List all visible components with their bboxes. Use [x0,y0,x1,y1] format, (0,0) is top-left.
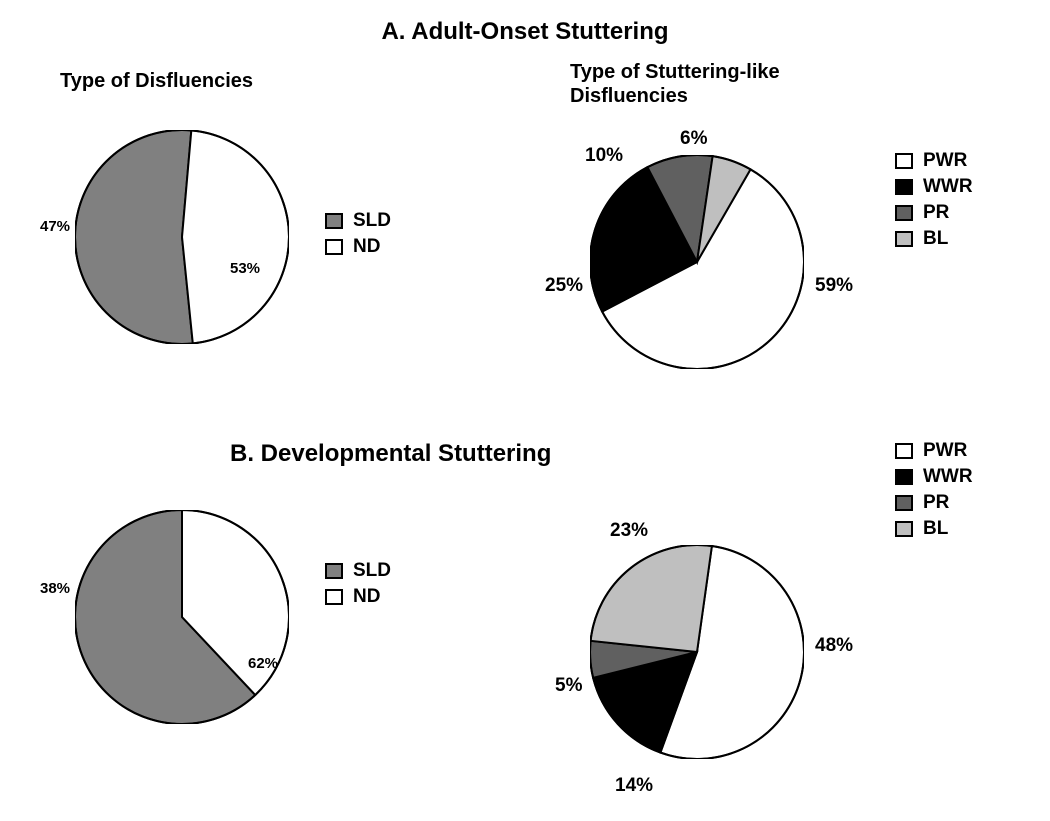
legend-swatch-bl [895,521,913,537]
chart-a-left-title: Type of Disfluencies [60,70,253,93]
legend-row: PR [895,202,973,224]
legend-swatch-bl [895,231,913,247]
legend-swatch-nd [325,239,343,255]
legend-label: BL [923,228,948,250]
pie-a-left-label-nd: 47% [40,218,70,235]
pie-a-right-label-pr: 10% [585,145,623,167]
pie-slice-sld [75,130,193,344]
pie-slice-nd [182,130,289,343]
legend-label: WWR [923,176,973,198]
pie-b-right-label-pwr: 48% [815,635,853,657]
pie-b-right [590,545,804,759]
legend-row: WWR [895,176,973,198]
chart-a-right-title: Type of Stuttering-like Disfluencies [570,60,870,108]
pie-b-left-svg [75,510,289,724]
legend-swatch-wwr [895,179,913,195]
pie-b-right-svg [590,545,804,759]
legend-swatch-pwr [895,443,913,459]
legend-row: WWR [895,466,973,488]
legend-label: ND [353,236,380,258]
section-b-title: B. Developmental Stuttering [230,440,551,468]
pie-a-right-svg [590,155,804,369]
pie-a-right [590,155,804,369]
pie-b-right-label-pr: 5% [555,675,582,697]
legend-swatch-pr [895,495,913,511]
legend-label: PWR [923,440,967,462]
legend-swatch-sld [325,213,343,229]
legend-row: ND [325,586,391,608]
pie-a-right-label-wwr: 25% [545,275,583,297]
pie-b-left-label-sld: 62% [248,655,278,672]
pie-a-right-label-bl: 6% [680,128,707,150]
legend-row: BL [895,518,973,540]
legend-swatch-pr [895,205,913,221]
legend-row: SLD [325,210,391,232]
legend-row: BL [895,228,973,250]
legend-label: PWR [923,150,967,172]
legend-label: PR [923,202,949,224]
figure-container: { "figure": { "background_color": "#ffff… [0,0,1050,821]
pie-b-left [75,510,289,724]
pie-b-right-label-bl: 23% [610,520,648,542]
legend-row: SLD [325,560,391,582]
legend-swatch-wwr [895,469,913,485]
pie-a-left-svg [75,130,289,344]
legend-label: ND [353,586,380,608]
legend-row: ND [325,236,391,258]
legend-label: PR [923,492,949,514]
legend-row: PWR [895,440,973,462]
legend-label: SLD [353,210,391,232]
legend-row: PWR [895,150,973,172]
pie-a-left-label-sld: 53% [230,260,260,277]
legend-label: BL [923,518,948,540]
legend-label: SLD [353,560,391,582]
pie-slice-bl [591,545,712,652]
legend-b-left: SLD ND [325,560,391,612]
pie-a-left [75,130,289,344]
section-a-title: A. Adult-Onset Stuttering [0,18,1050,46]
legend-swatch-nd [325,589,343,605]
legend-row: PR [895,492,973,514]
pie-b-left-label-nd: 38% [40,580,70,597]
legend-swatch-sld [325,563,343,579]
legend-a-right: PWR WWR PR BL [895,150,973,254]
legend-a-left: SLD ND [325,210,391,262]
pie-a-right-label-pwr: 59% [815,275,853,297]
legend-label: WWR [923,466,973,488]
legend-b-right: PWR WWR PR BL [895,440,973,544]
legend-swatch-pwr [895,153,913,169]
pie-b-right-label-wwr: 14% [615,775,653,797]
